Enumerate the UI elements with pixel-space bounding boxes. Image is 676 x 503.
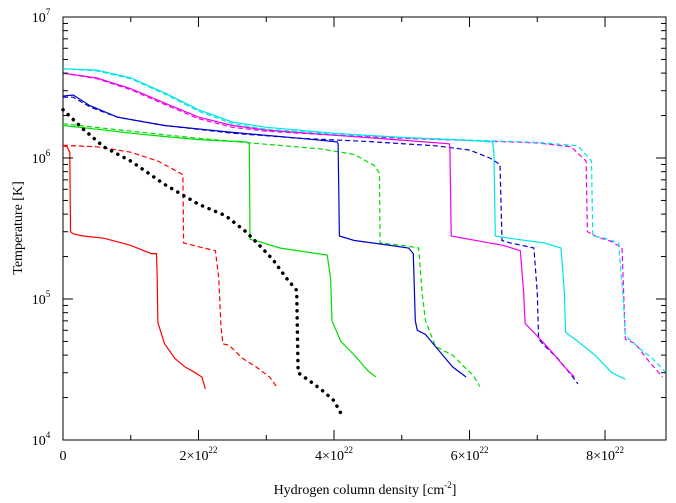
series-line-1 (62, 145, 206, 390)
x-tick-label: 2×1022 (180, 445, 218, 464)
x-tick-label: 6×1022 (451, 445, 489, 464)
x-axis-label-text: Hydrogen column density [cm (274, 483, 445, 498)
series-line-7 (62, 72, 575, 378)
y-tick-label: 106 (32, 148, 51, 167)
y-axis-label: Temperature [K] (11, 181, 26, 274)
axis-layer: 0 2×1022 4×1022 6×1022 8×1022 104 105 106 107 (32, 7, 666, 464)
series-line-3 (62, 124, 377, 378)
series-line-9 (62, 68, 626, 380)
series-line-10 (62, 68, 667, 374)
y-tick-label: 105 (32, 289, 51, 308)
series-line-8 (62, 72, 664, 378)
x-tick-label: 0 (60, 449, 67, 464)
x-axis-label-exponent: -2 (444, 480, 452, 490)
x-axis-label-close: ] (452, 483, 457, 498)
x-tick-label: 8×1022 (586, 445, 624, 464)
plot-frame (62, 16, 667, 441)
series-line-4 (62, 123, 481, 387)
x-tick-label: 4×1022 (315, 445, 353, 464)
y-tick-label: 107 (32, 7, 51, 26)
series-line-11 (61, 107, 343, 415)
x-axis-label: Hydrogen column density [cm-2] (274, 480, 457, 498)
series-line-2 (62, 144, 277, 387)
series-layer (61, 68, 667, 415)
y-tick-label: 104 (32, 430, 51, 449)
series-line-6 (63, 96, 579, 385)
